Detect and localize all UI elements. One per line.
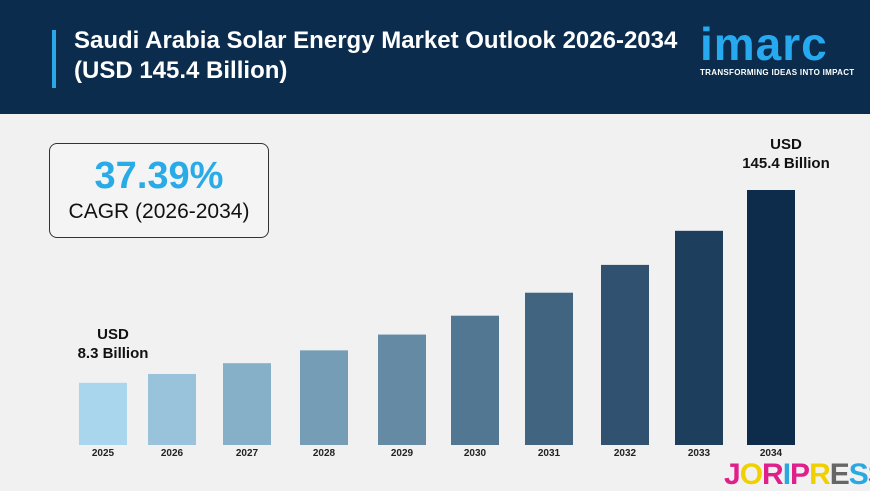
- x-tick-label: 2031: [538, 448, 561, 459]
- bar-2034: [747, 190, 795, 445]
- end-value-annotation: USD 145.4 Billion: [726, 135, 846, 173]
- end-annotation-line2: 145.4 Billion: [742, 155, 830, 172]
- x-tick-label: 2030: [464, 448, 487, 459]
- x-tick-label: 2026: [161, 448, 184, 459]
- x-tick-label: 2025: [92, 448, 115, 459]
- logo-tagline: TRANSFORMING IDEAS INTO IMPACT: [700, 68, 855, 77]
- start-value-annotation: USD 8.3 Billion: [63, 325, 163, 363]
- bar-2032: [601, 264, 649, 445]
- x-tick-label: 2033: [688, 448, 711, 459]
- joripress-watermark: JORIPRESS: [724, 458, 870, 491]
- x-tick-label: 2032: [614, 448, 637, 459]
- bar-2031: [525, 292, 573, 445]
- start-annotation-line2: 8.3 Billion: [77, 345, 149, 362]
- imarc-logo: imarc TRANSFORMING IDEAS INTO IMPACT: [700, 10, 860, 80]
- cagr-value: 37.39%: [94, 155, 224, 197]
- x-tick-label: 2027: [236, 448, 259, 459]
- bar-2029: [378, 334, 426, 445]
- x-tick-label: 2029: [391, 448, 414, 459]
- bar-2026: [148, 373, 196, 445]
- cagr-label: CAGR (2026-2034): [68, 200, 250, 223]
- bar-2033: [675, 230, 723, 445]
- cagr-box: 37.39% CAGR (2026-2034): [49, 143, 269, 238]
- bar-2028: [300, 350, 348, 445]
- header-banner: Saudi Arabia Solar Energy Market Outlook…: [0, 0, 870, 114]
- bar-2030: [451, 315, 499, 445]
- page-title: Saudi Arabia Solar Energy Market Outlook…: [74, 27, 678, 84]
- end-annotation-line1: USD: [770, 136, 802, 153]
- bar-2027: [223, 363, 271, 445]
- logo-word: imarc: [700, 18, 828, 70]
- start-annotation-line1: USD: [97, 326, 129, 343]
- bar-2025: [79, 382, 127, 445]
- x-tick-label: 2034: [760, 448, 783, 459]
- title-accent-bar: [52, 30, 56, 88]
- x-tick-label: 2028: [313, 448, 336, 459]
